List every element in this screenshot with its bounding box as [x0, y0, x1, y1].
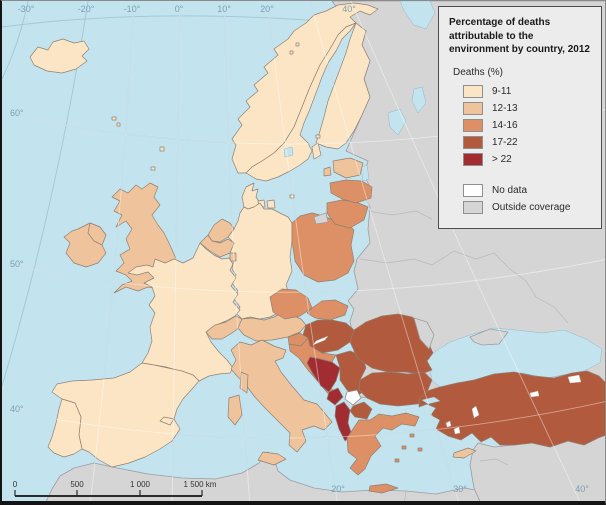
lake-van — [567, 374, 582, 384]
scale-bar: 0 500 1 000 1 500 km — [13, 480, 217, 497]
north-atlantic-islets — [111, 42, 321, 199]
country-estonia-saaremaa — [323, 166, 332, 177]
region-kaliningrad — [313, 212, 329, 225]
country-portugal — [47, 398, 83, 458]
lon-label: 10° — [217, 4, 231, 14]
country-luxembourg — [229, 252, 237, 262]
legend-label: 9-11 — [492, 85, 512, 97]
country-iceland — [29, 38, 90, 74]
legend-swatch — [463, 84, 483, 98]
country-north-macedonia — [349, 401, 373, 420]
legend-swatch — [463, 118, 483, 132]
country-italy — [230, 339, 333, 453]
country-poland — [291, 212, 355, 283]
country-spain — [51, 362, 200, 468]
lakes — [283, 146, 582, 435]
lake-anatolia-2 — [453, 426, 461, 435]
country-slovakia — [306, 299, 349, 321]
legend-label: > 22 — [492, 153, 512, 165]
legend-label: 14-16 — [492, 119, 518, 131]
scale-label-1000: 1 000 — [130, 480, 151, 489]
lat-label: 60° — [10, 108, 24, 118]
lon-label: -10° — [124, 4, 141, 14]
region-crimea — [469, 328, 509, 346]
lake-balaton — [312, 335, 329, 346]
lake-tuz — [471, 405, 480, 419]
country-estonia — [332, 157, 364, 179]
lake-ladoga — [387, 108, 407, 136]
country-latvia — [329, 179, 373, 204]
legend-row-17-22: 17-22 — [463, 135, 591, 149]
scale-label-0: 0 — [13, 480, 18, 489]
country-turkey — [418, 370, 605, 448]
country-northern-ireland — [87, 222, 107, 246]
countries — [29, 2, 605, 494]
lake-onega — [411, 86, 427, 114]
legend-label: Outside coverage — [492, 201, 571, 213]
map-legend: Percentage of deaths attributable to the… — [438, 6, 602, 229]
outside-internal-borders — [359, 210, 569, 501]
country-greece — [346, 412, 420, 476]
country-sardinia — [227, 394, 243, 426]
lake-anatolia-1 — [529, 390, 540, 398]
legend-row-outside-coverage: Outside coverage — [463, 200, 591, 214]
lon-label: 40° — [575, 484, 589, 494]
aegean-islands — [394, 433, 423, 463]
legend-swatch — [463, 183, 483, 197]
lake-vanern — [283, 146, 294, 158]
lon-label: 40° — [342, 4, 356, 14]
legend-title: Percentage of deaths attributable to the… — [449, 17, 590, 55]
lon-label: 20° — [260, 4, 274, 14]
scale-label-1500: 1 500 km — [184, 480, 217, 489]
legend-swatch — [463, 152, 483, 166]
legend-swatch — [463, 101, 483, 115]
country-bosnia-herzegovina — [306, 356, 341, 393]
graticule-labels: -30° -20° -10° 0° 10° 20° 40° 60° 50° 40… — [10, 4, 589, 494]
country-corsica — [239, 371, 249, 394]
lake-peipus — [360, 164, 370, 182]
country-denmark-zealand — [266, 199, 276, 209]
legend-swatch — [463, 135, 483, 149]
legend-row-gt-22: > 22 — [463, 152, 591, 166]
sea-of-marmara — [421, 396, 441, 405]
country-sweden-gotland — [311, 142, 322, 160]
lat-label: 50° — [10, 259, 24, 269]
legend-heading: Deaths (%) — [453, 66, 504, 78]
country-belgium — [199, 234, 235, 258]
legend-row-9-11: 9-11 — [463, 84, 591, 98]
inland-seas — [360, 1, 603, 389]
lake-anatolia-3 — [445, 420, 452, 428]
legend-row-no-data: No data — [463, 183, 591, 197]
country-sweden — [245, 22, 357, 182]
country-sicily — [257, 451, 287, 466]
legend-label: 12-13 — [492, 102, 518, 114]
scale-label-500: 500 — [70, 480, 84, 489]
lon-label: 20° — [331, 484, 345, 494]
country-finland — [315, 22, 371, 150]
country-kosovo — [344, 389, 362, 406]
country-cyprus — [452, 447, 477, 459]
white-sea — [399, 1, 436, 30]
region-moldova — [413, 317, 435, 350]
country-balearics — [159, 416, 175, 426]
country-romania — [349, 313, 434, 375]
lat-label: 40° — [10, 404, 24, 414]
country-crete — [368, 483, 399, 494]
lon-label: -30° — [18, 4, 35, 14]
lon-label: 30° — [453, 484, 467, 494]
legend-swatch — [463, 200, 483, 214]
lon-label: -20° — [78, 4, 95, 14]
legend-label: 17-22 — [492, 136, 518, 148]
legend-row-14-16: 14-16 — [463, 118, 591, 132]
country-netherlands — [207, 218, 235, 243]
country-montenegro — [326, 387, 344, 406]
legend-row-12-13: 12-13 — [463, 101, 591, 115]
legend-label: No data — [492, 184, 528, 196]
lon-label: 0° — [175, 4, 184, 14]
